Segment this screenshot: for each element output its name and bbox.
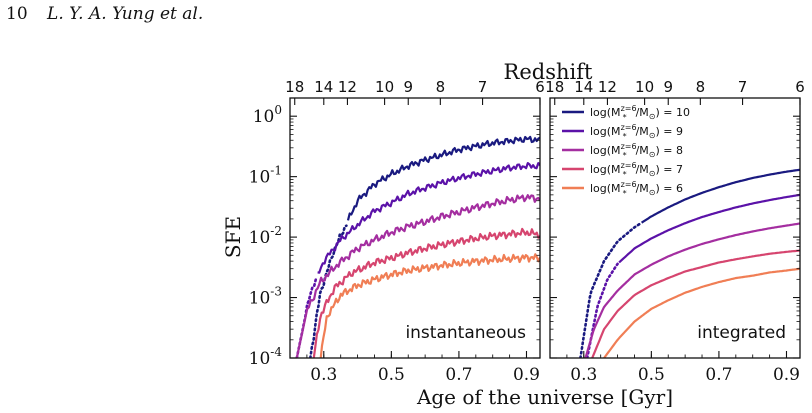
redshift-tick-label: 14 [574,78,593,96]
redshift-tick-label: 12 [598,78,617,96]
y-tick-label: 10-1 [249,164,282,188]
redshift-tick-label: 18 [285,78,304,96]
series-line-2 [584,222,800,358]
panel-label: instantaneous [405,323,526,343]
legend-label: log(Mz=6 */M⊙) = 8 [590,142,683,160]
redshift-tick-label: 18 [545,78,564,96]
series-line-0 [346,135,540,221]
redshift-tick-label: 12 [338,78,357,96]
top-axis-label: Redshift [504,60,593,84]
series-line-3 [312,227,540,358]
legend-label: log(Mz=6 */M⊙) = 10 [590,104,690,122]
page-header: 10 L. Y. A. Yung et al. [6,4,203,24]
redshift-tick-label: 9 [663,78,673,96]
series-line-1 [317,162,540,274]
x-tick-label: 0.5 [638,365,665,385]
legend-label: log(Mz=6 */M⊙) = 6 [590,180,683,198]
series-line-0 [640,168,800,224]
axes-frame [549,97,801,359]
redshift-tick-label: 14 [314,78,333,96]
x-tick-label: 0.9 [513,365,540,385]
legend-label: log(Mz=6 */M⊙) = 7 [590,161,683,179]
redshift-tick-label: 9 [403,78,413,96]
redshift-tick-label: 10 [375,78,394,96]
series-line-3 [591,249,800,358]
panel-label: integrated [697,323,786,343]
x-tick-label: 0.7 [705,365,732,385]
x-tick-label: 0.5 [378,365,405,385]
y-axis-label: SFE [221,216,245,258]
redshift-tick-label: 6 [535,78,545,96]
redshift-tick-label: 7 [738,78,748,96]
legend-label: log(Mz=6 */M⊙) = 9 [590,123,683,141]
page-number: 10 [6,4,28,24]
axes-frame [289,97,541,359]
x-axis-label: Age of the universe [Gyr] [416,385,673,409]
redshift-tick-label: 7 [478,78,488,96]
redshift-tick-label: 6 [795,78,805,96]
x-tick-label: 0.3 [310,365,337,385]
series-group [295,135,540,358]
y-tick-label: 10-4 [249,345,283,369]
x-tick-label: 0.3 [570,365,597,385]
x-tick-label: 0.7 [445,365,472,385]
redshift-tick-label: 8 [696,78,706,96]
redshift-tick-label: 8 [436,78,446,96]
series-line-1 [618,193,800,264]
x-tick-label: 0.9 [773,365,800,385]
series-line-dotted-0 [308,224,348,358]
series-line-dotted-0 [579,222,642,358]
running-authors: L. Y. A. Yung et al. [47,4,204,24]
y-tick-label: 10-3 [249,285,282,309]
series-line-2 [295,194,540,358]
y-tick-label: 100 [253,103,282,127]
series-line-4 [603,267,800,358]
panel-integrated: 0.3 0.5 0.7 0.9 18 14 12 10 9 8 7 6 integrated log(Mz… [545,78,805,385]
redshift-tick-label: 10 [635,78,654,96]
series-group [579,168,800,358]
series-line-4 [319,253,540,358]
y-tick-label: 10-2 [249,224,282,248]
